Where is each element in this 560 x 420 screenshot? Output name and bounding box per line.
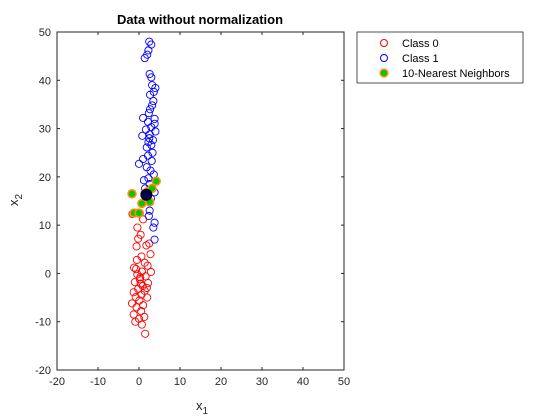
data-point-class-1 [142,143,151,152]
x-tick-label: 20 [215,376,227,388]
legend-label-nearest-neighbors: 10-Nearest Neighbors [402,68,510,80]
legend: Class 0 Class 1 10-Nearest Neighbors [356,31,524,84]
legend-marker-class-1 [380,54,388,62]
data-point-class-0 [129,288,138,297]
x-tick-label: 40 [297,376,309,388]
data-point-class-1 [147,140,156,150]
data-point-class-1 [149,223,158,232]
y-tick-label: 40 [39,75,51,87]
data-point-class-0 [133,223,142,232]
data-point-class-0 [140,312,149,321]
x-tick-label: 30 [256,376,268,388]
data-point-class-1 [134,159,144,168]
data-point-class-1 [151,83,160,93]
data-point-class-1 [146,105,155,114]
x-axis-label: x1 [196,398,209,417]
y-axis-label-subscript: 2 [14,194,25,200]
data-point-class-1 [140,54,149,63]
data-point-class-1 [144,109,153,118]
x-tick-label: 50 [338,376,350,388]
data-point-class-0 [142,283,151,292]
data-point-class-0 [132,265,141,274]
data-point-class-1 [150,119,159,128]
legend-label-class-0: Class 0 [402,38,439,50]
data-point-class-1 [146,90,155,99]
y-tick-label: 0 [45,268,51,280]
plot-marks [127,37,161,338]
data-point-class-1 [150,114,159,123]
data-point-class-1 [144,174,153,183]
data-point-class-1 [150,235,159,244]
x-tick-label: 10 [174,376,186,388]
data-point-class-1 [148,148,157,157]
data-point-class-0 [146,250,155,259]
data-point-class-1 [145,130,154,139]
data-point-class-1 [149,96,158,106]
y-tick-label: 10 [39,220,51,232]
data-point-class-1 [145,206,154,215]
y-tick-label: 50 [39,27,51,39]
data-point-class-0 [136,279,145,288]
data-point-class-1 [147,73,156,82]
data-point-class-0 [134,234,143,243]
y-tick-label: 30 [39,124,51,136]
data-point-class-1 [144,46,153,55]
data-point-class-1 [148,101,157,110]
legend-label-class-1: Class 1 [402,53,439,65]
data-point-class-1 [144,211,153,221]
data-point-class-0 [145,239,154,248]
x-axis-label-subscript: 1 [203,406,209,417]
y-tick-label: 20 [39,172,51,184]
data-point-class-1 [150,218,159,227]
data-point-10-nearest-neighbors [127,189,137,199]
y-axis-label-main: x [6,199,21,206]
y-tick-label: -20 [35,365,51,377]
data-point-class-0 [136,273,145,282]
data-point-class-0 [138,281,147,291]
data-point-class-0 [132,242,141,251]
chart-title: Data without normalization [117,12,283,27]
x-tick-label: 0 [136,376,142,388]
x-tick-label: -20 [49,376,65,388]
query-point [140,188,153,201]
data-point-10-nearest-neighbors [134,208,144,218]
data-point-10-nearest-neighbors [137,198,147,209]
y-axis-label: x2 [6,194,25,207]
y-axis-ticks: -20 -10 0 10 20 30 40 50 [35,27,344,377]
x-axis-label-main: x [196,398,203,413]
axes-box [56,31,345,371]
data-point-class-1 [147,156,156,165]
legend-marker-nearest-neighbors [379,68,389,78]
data-point-class-0 [130,263,139,272]
data-point-class-0 [132,255,141,264]
plot-area [57,32,344,370]
legend-marker-class-0 [380,39,388,47]
data-point-class-1 [139,154,148,164]
data-point-class-0 [131,317,140,326]
data-point-class-0 [130,278,139,287]
x-tick-label: -10 [90,376,106,388]
data-point-class-0 [143,261,152,270]
data-point-class-1 [144,138,153,147]
x-axis-ticks: -20 -10 0 10 20 30 40 50 [49,32,350,388]
data-point-class-0 [137,320,146,329]
data-point-class-1 [139,176,148,185]
data-point-10-nearest-neighbors [151,176,161,186]
data-point-class-1 [139,113,148,122]
data-point-class-0 [146,267,155,277]
data-point-class-0 [133,270,142,279]
data-point-class-0 [141,329,150,338]
y-tick-label: -10 [35,317,51,329]
data-point-class-0 [143,293,152,302]
data-point-class-0 [140,258,149,267]
